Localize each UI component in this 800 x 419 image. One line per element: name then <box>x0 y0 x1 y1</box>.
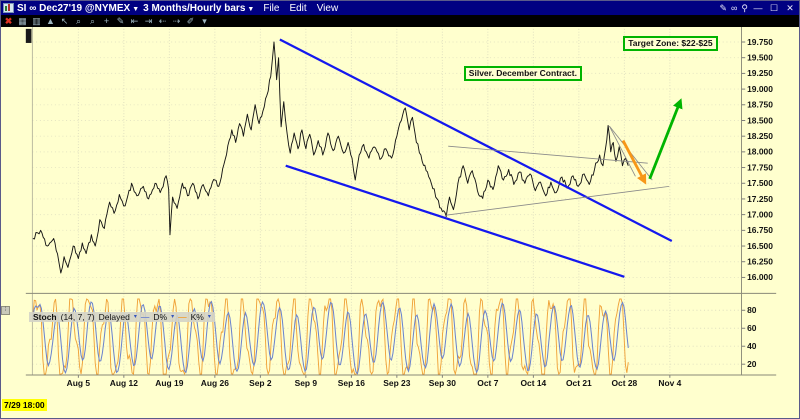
zoom-out-icon[interactable]: ⌕ <box>89 15 96 26</box>
svg-text:19.500: 19.500 <box>747 53 773 63</box>
svg-text:18.500: 18.500 <box>747 115 773 125</box>
svg-text:16.750: 16.750 <box>747 225 773 235</box>
svg-text:18.250: 18.250 <box>747 131 773 141</box>
svg-text:Sep 2: Sep 2 <box>249 378 272 388</box>
svg-text:Aug 19: Aug 19 <box>155 378 183 388</box>
svg-text:18.000: 18.000 <box>747 147 773 157</box>
d-line-swatch: — <box>140 312 150 322</box>
stoch-d-line <box>32 300 629 375</box>
bars-style-icon[interactable]: ▥ <box>32 15 41 26</box>
svg-text:Aug 5: Aug 5 <box>67 378 91 388</box>
tools-dropdown-icon[interactable]: ▾ <box>202 15 207 26</box>
svg-text:17.750: 17.750 <box>747 162 773 172</box>
scrollbar-thumb <box>25 28 32 43</box>
stoch-study-label[interactable]: Stoch (14, 7, 7) Delayed ▾ — D% ▾ — K% ▾ <box>29 312 215 322</box>
d-series-label: D% <box>153 312 168 322</box>
symbol-dropdown[interactable]: SI ∞ Dec27'19 @NYMEX ▼ <box>17 3 139 14</box>
k-line-swatch: — <box>178 312 187 322</box>
svg-text:Aug 12: Aug 12 <box>110 378 138 388</box>
stoch-mode: Delayed <box>98 312 130 322</box>
step-back-icon[interactable]: ⇠ <box>158 15 167 26</box>
title-bar: SI ∞ Dec27'19 @NYMEX ▼ 3 Months/Hourly ba… <box>1 1 799 15</box>
svg-text:Nov 4: Nov 4 <box>658 378 681 388</box>
grid-icon[interactable]: ▦ <box>18 15 27 26</box>
jump-end-icon[interactable]: ⇥ <box>144 15 153 26</box>
svg-text:80: 80 <box>747 305 757 315</box>
svg-text:16.250: 16.250 <box>747 257 773 267</box>
chevron-down-icon: ▼ <box>132 5 140 13</box>
maximize-button[interactable]: ☐ <box>769 2 779 13</box>
chart-canvas[interactable]: Aug 5 Aug 12 Aug 19 Aug 26 Sep 2 Sep 9 Sep 16 S… <box>1 27 800 419</box>
lower-channel-line[interactable] <box>285 164 625 278</box>
pin-icon[interactable]: ⚲ <box>741 3 748 13</box>
stoch-params: (14, 7, 7) <box>60 312 95 322</box>
zoom-in-icon[interactable]: ⌕ <box>75 15 82 26</box>
app-icon <box>3 3 14 13</box>
svg-text:Sep 9: Sep 9 <box>295 378 318 388</box>
study-marker-icon: ▾ <box>171 314 175 320</box>
resistance-line[interactable] <box>448 145 648 164</box>
pane-splitter-handle[interactable]: ⁞ <box>1 306 10 315</box>
svg-text:17.500: 17.500 <box>747 178 773 188</box>
minimize-button[interactable]: — <box>753 2 763 13</box>
svg-text:19.000: 19.000 <box>747 84 773 94</box>
green-up-arrow[interactable] <box>648 98 683 180</box>
svg-text:19.750: 19.750 <box>747 37 773 47</box>
support-line[interactable] <box>444 185 670 216</box>
link-icon[interactable]: ∞ <box>730 3 738 13</box>
annotation-target-zone[interactable]: Target Zone: $22-$25 <box>623 36 718 52</box>
svg-text:Sep 16: Sep 16 <box>338 378 366 388</box>
pennant-line-a[interactable] <box>609 125 636 177</box>
svg-text:16.500: 16.500 <box>747 241 773 251</box>
stoch-k-line <box>32 297 629 376</box>
study-marker-icon: ▾ <box>133 314 137 320</box>
upper-channel-line[interactable] <box>279 38 673 243</box>
svg-text:17.250: 17.250 <box>747 194 773 204</box>
chart-area[interactable]: Aug 5 Aug 12 Aug 19 Aug 26 Sep 2 Sep 9 Sep 16 S… <box>1 27 800 419</box>
edit-chart-icon[interactable]: ✎ <box>116 15 125 26</box>
pencil-icon[interactable]: ✎ <box>719 3 727 13</box>
tools-icon[interactable]: ✐ <box>186 15 195 26</box>
cursor-date-badge: 7/29 18:00 <box>2 399 47 411</box>
study-marker-icon: ▾ <box>207 314 211 320</box>
svg-text:60: 60 <box>747 323 757 333</box>
close-chart-icon[interactable]: ✖ <box>4 15 13 26</box>
svg-text:17.000: 17.000 <box>747 209 773 219</box>
svg-text:Sep 23: Sep 23 <box>383 378 411 388</box>
svg-text:16.000: 16.000 <box>747 272 773 282</box>
stoch-name: Stoch <box>33 312 57 322</box>
orange-down-arrow[interactable] <box>621 139 647 185</box>
jump-start-icon[interactable]: ⇤ <box>130 15 139 26</box>
svg-text:20: 20 <box>747 359 757 369</box>
svg-text:Oct 14: Oct 14 <box>520 378 546 388</box>
menu-file[interactable]: File <box>263 2 280 14</box>
annotation-silver-contract[interactable]: Silver. December Contract. <box>463 66 582 82</box>
price-series-line[interactable] <box>32 41 629 274</box>
triangle-icon[interactable]: ▲ <box>46 15 55 26</box>
menu-view[interactable]: View <box>316 2 339 14</box>
k-series-label: K% <box>190 312 204 322</box>
crosshair-icon[interactable]: + <box>103 15 110 26</box>
svg-text:19.250: 19.250 <box>747 68 773 78</box>
timeframe-dropdown[interactable]: 3 Months/Hourly bars ▼ <box>143 3 254 14</box>
chevron-down-icon: ▼ <box>247 5 255 13</box>
svg-text:Oct 7: Oct 7 <box>477 378 498 388</box>
toolbar: ✖ ▦ ▥ ▲ ↖ ⌕ ⌕ + ✎ ⇤ ⇥ ⇠ ⇢ ✐ ▾ <box>1 15 799 27</box>
timeframe-label: 3 Months/Hourly bars <box>143 2 246 14</box>
svg-text:Oct 28: Oct 28 <box>611 378 637 388</box>
svg-text:Sep 30: Sep 30 <box>429 378 457 388</box>
pointer-icon[interactable]: ↖ <box>60 15 69 26</box>
svg-text:Oct 21: Oct 21 <box>566 378 592 388</box>
symbol-label: SI ∞ Dec27'19 @NYMEX <box>17 2 131 14</box>
close-button[interactable]: ✕ <box>786 2 794 13</box>
svg-text:18.750: 18.750 <box>747 100 773 110</box>
svg-text:Aug 26: Aug 26 <box>201 378 229 388</box>
step-forward-icon[interactable]: ⇢ <box>172 15 181 26</box>
svg-text:40: 40 <box>747 341 757 351</box>
menu-edit[interactable]: Edit <box>289 2 307 14</box>
